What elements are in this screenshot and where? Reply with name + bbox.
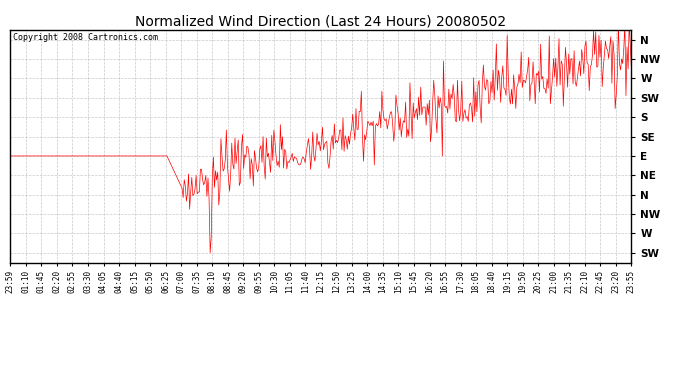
Title: Normalized Wind Direction (Last 24 Hours) 20080502: Normalized Wind Direction (Last 24 Hours… [135, 15, 506, 29]
Text: Copyright 2008 Cartronics.com: Copyright 2008 Cartronics.com [14, 33, 159, 42]
